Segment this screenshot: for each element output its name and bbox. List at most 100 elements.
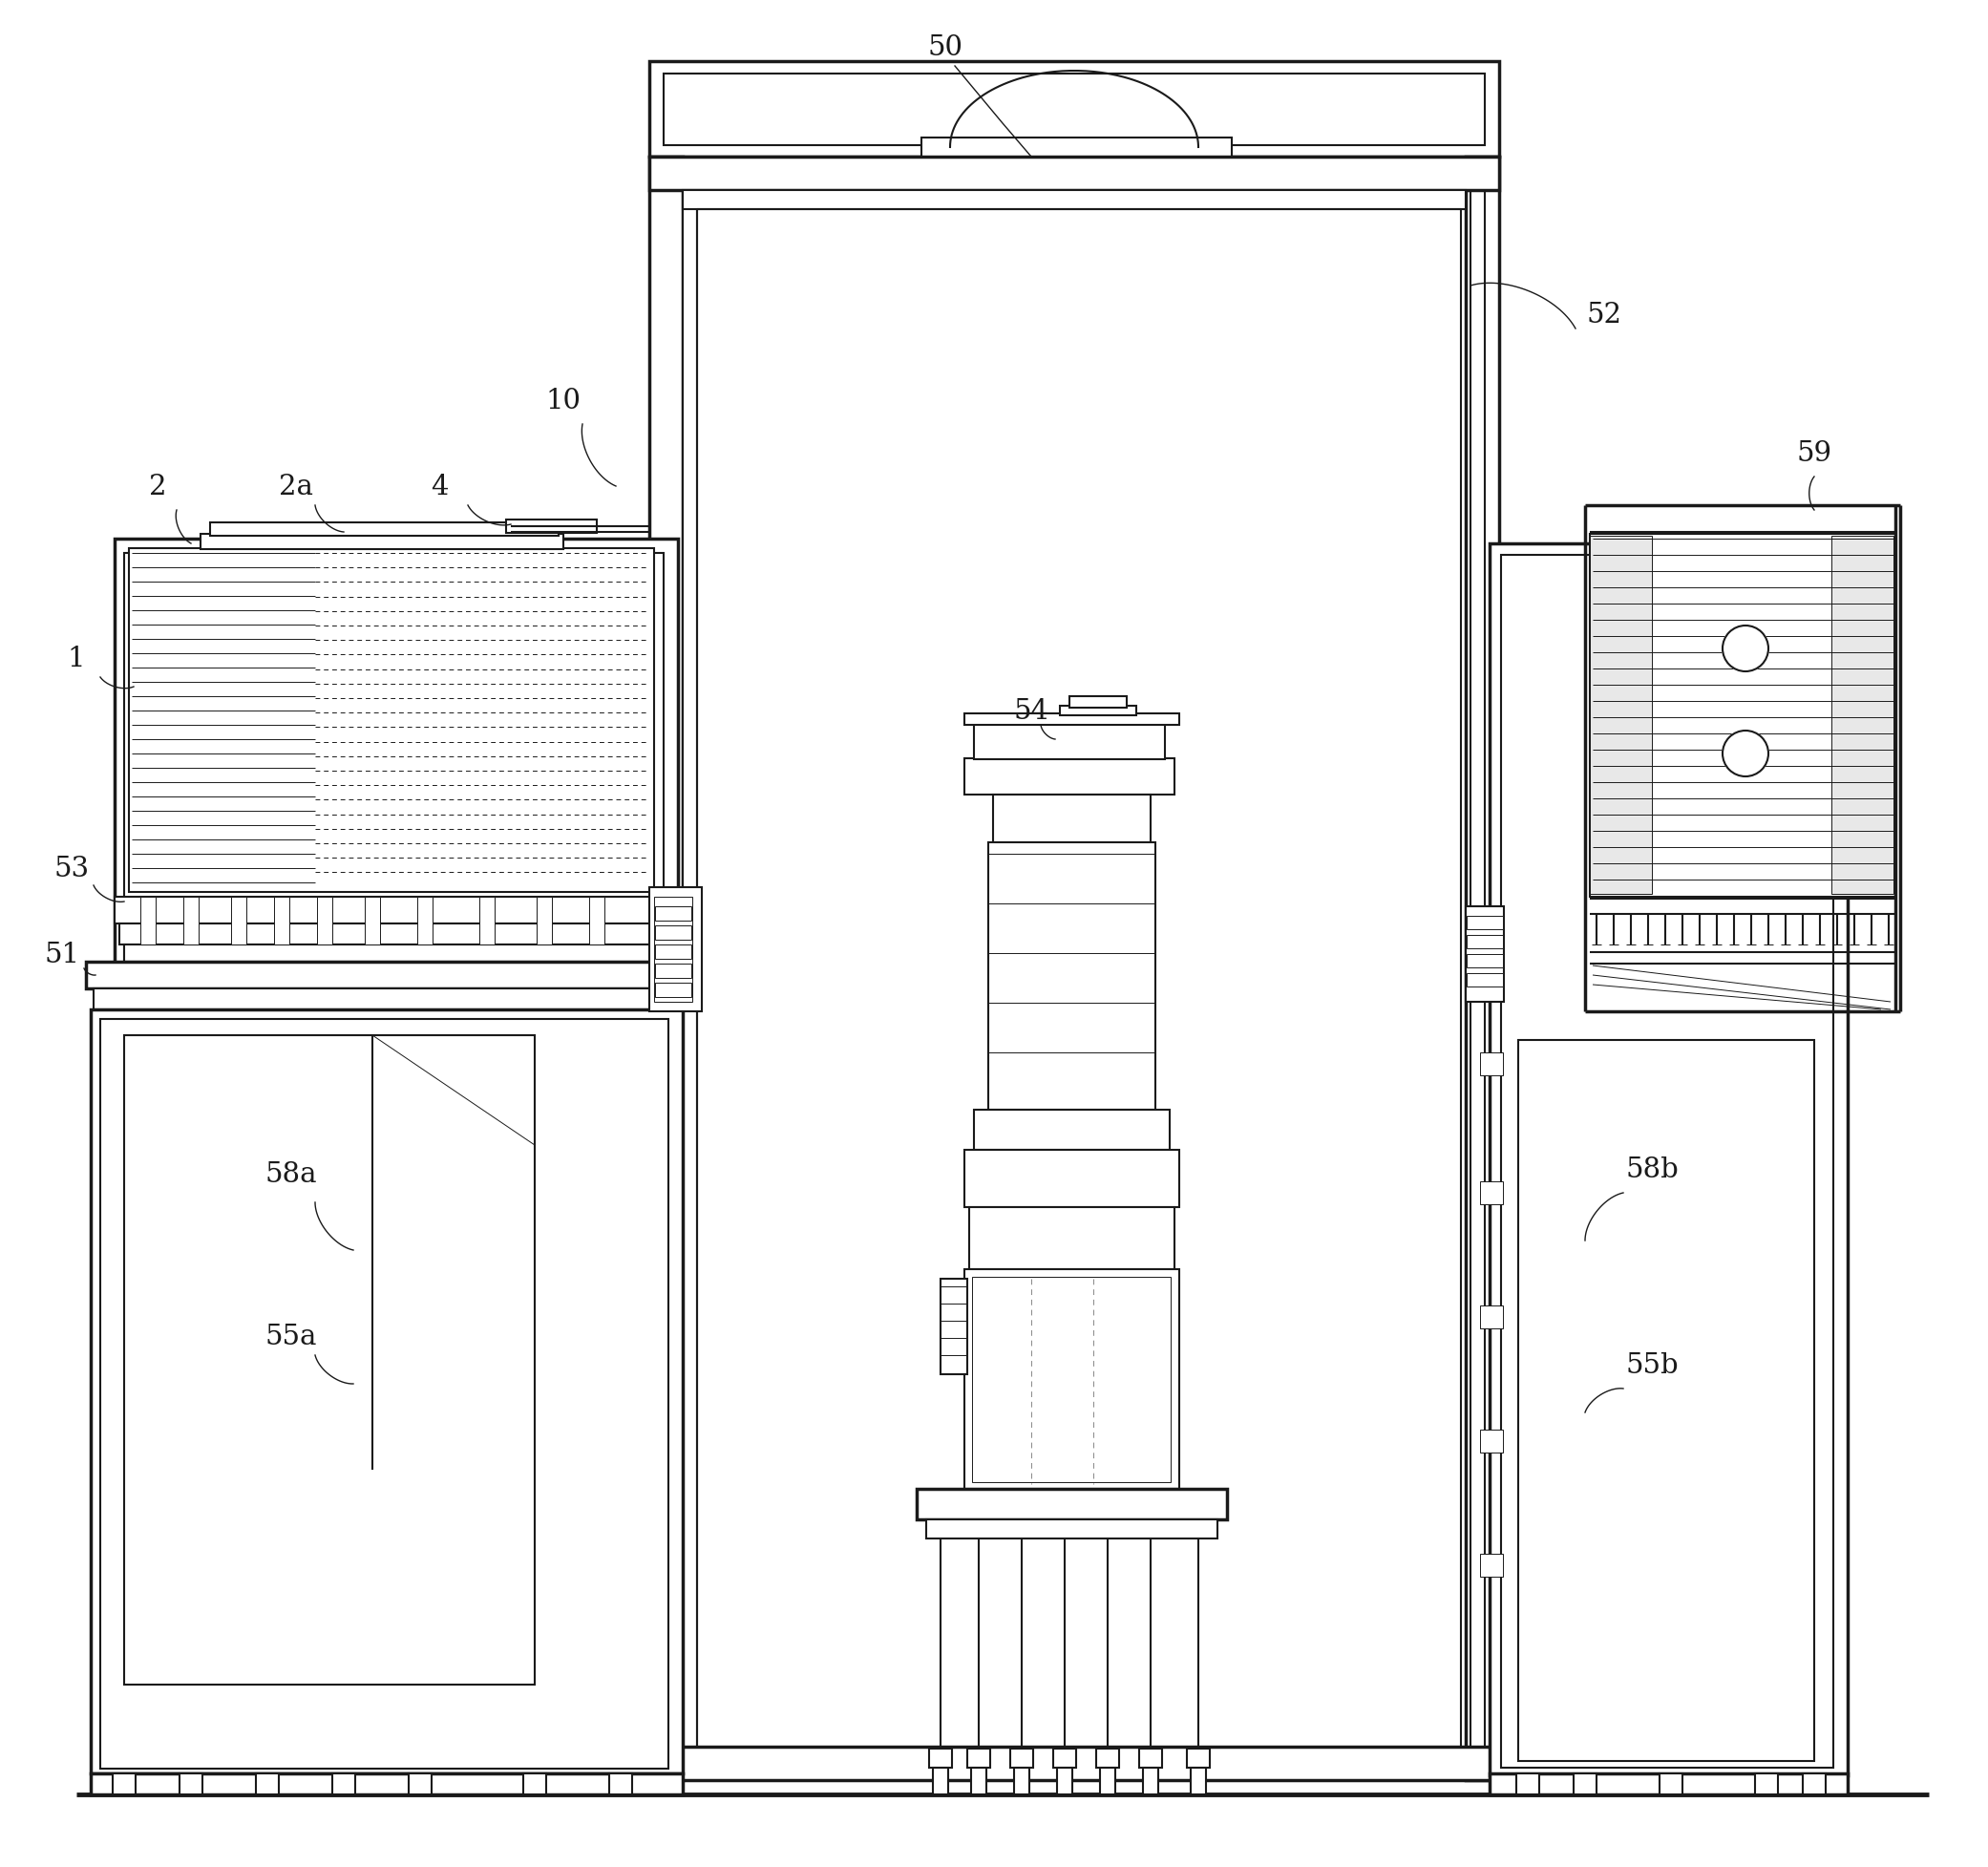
- Bar: [682, 166, 698, 1776]
- Text: 52: 52: [1586, 302, 1622, 329]
- Bar: [932, 1768, 948, 1794]
- Bar: [650, 157, 1499, 190]
- Text: 4: 4: [429, 474, 447, 500]
- Bar: [588, 898, 604, 945]
- Bar: [1501, 556, 1833, 1768]
- Bar: [141, 898, 155, 945]
- Bar: [1489, 543, 1847, 1776]
- Bar: [332, 1774, 356, 1794]
- Text: 58a: 58a: [264, 1161, 318, 1187]
- Bar: [1517, 1774, 1539, 1794]
- Bar: [364, 898, 380, 945]
- Bar: [970, 1768, 986, 1794]
- Bar: [964, 1270, 1179, 1490]
- Bar: [1187, 1749, 1211, 1768]
- Bar: [115, 898, 678, 924]
- Bar: [682, 190, 1465, 209]
- Text: 55a: 55a: [264, 1324, 318, 1350]
- Bar: [1574, 1774, 1596, 1794]
- Bar: [91, 1010, 682, 1774]
- Bar: [201, 534, 563, 549]
- Bar: [1660, 1774, 1682, 1794]
- Bar: [654, 907, 692, 920]
- Bar: [129, 549, 654, 892]
- Bar: [1095, 1749, 1119, 1768]
- Bar: [664, 75, 1485, 146]
- Bar: [1479, 1553, 1503, 1578]
- Bar: [974, 1111, 1169, 1150]
- Bar: [91, 1774, 682, 1794]
- Bar: [119, 924, 674, 945]
- Bar: [1755, 1774, 1777, 1794]
- Bar: [920, 138, 1233, 164]
- Bar: [1060, 706, 1137, 715]
- Bar: [1803, 1774, 1825, 1794]
- Bar: [650, 887, 702, 1012]
- Bar: [994, 795, 1151, 842]
- Bar: [964, 713, 1179, 726]
- Bar: [650, 62, 1499, 157]
- Text: 10: 10: [545, 388, 580, 414]
- Text: 59: 59: [1797, 441, 1831, 467]
- Bar: [123, 945, 668, 962]
- Bar: [1014, 1768, 1030, 1794]
- Bar: [115, 540, 678, 1006]
- Bar: [1465, 157, 1499, 1779]
- Bar: [654, 926, 692, 941]
- Bar: [123, 1036, 535, 1684]
- Bar: [964, 1150, 1179, 1208]
- Bar: [1070, 696, 1127, 708]
- Bar: [183, 898, 199, 945]
- Bar: [1467, 973, 1503, 988]
- Bar: [417, 898, 433, 945]
- Bar: [1519, 1040, 1815, 1761]
- Text: 2a: 2a: [278, 474, 314, 500]
- Bar: [654, 963, 692, 978]
- Bar: [930, 164, 1223, 185]
- Bar: [410, 1774, 431, 1794]
- Bar: [654, 898, 692, 1003]
- Bar: [926, 1520, 1217, 1538]
- Bar: [211, 523, 559, 536]
- Text: 2: 2: [149, 474, 167, 500]
- Bar: [274, 898, 290, 945]
- Bar: [928, 1749, 952, 1768]
- Bar: [113, 1774, 135, 1794]
- Bar: [964, 758, 1175, 795]
- Bar: [972, 1277, 1171, 1482]
- Bar: [1590, 534, 1895, 898]
- Bar: [1010, 1749, 1034, 1768]
- Bar: [1590, 536, 1652, 894]
- Bar: [179, 1774, 203, 1794]
- Bar: [608, 1774, 632, 1794]
- Bar: [93, 990, 686, 1010]
- Bar: [654, 984, 692, 997]
- Bar: [1479, 1053, 1503, 1075]
- Bar: [99, 1019, 668, 1768]
- Bar: [537, 898, 553, 945]
- Text: 53: 53: [54, 855, 89, 881]
- Circle shape: [1722, 625, 1769, 672]
- Bar: [650, 157, 682, 1779]
- Bar: [1465, 907, 1503, 1003]
- Bar: [231, 898, 247, 945]
- Bar: [1471, 166, 1485, 1776]
- Bar: [123, 554, 664, 997]
- Bar: [940, 1279, 968, 1374]
- Bar: [479, 898, 495, 945]
- Circle shape: [1722, 732, 1769, 777]
- Bar: [1467, 954, 1503, 967]
- Bar: [654, 945, 692, 960]
- Bar: [507, 521, 596, 534]
- Bar: [1143, 1768, 1159, 1794]
- Bar: [1467, 917, 1503, 930]
- Bar: [316, 898, 332, 945]
- Bar: [988, 842, 1155, 1111]
- Bar: [1058, 1768, 1072, 1794]
- Bar: [1831, 536, 1893, 894]
- Bar: [916, 1490, 1227, 1520]
- Bar: [1139, 1749, 1163, 1768]
- Text: 50: 50: [928, 34, 962, 62]
- Bar: [968, 1749, 990, 1768]
- Bar: [1467, 935, 1503, 948]
